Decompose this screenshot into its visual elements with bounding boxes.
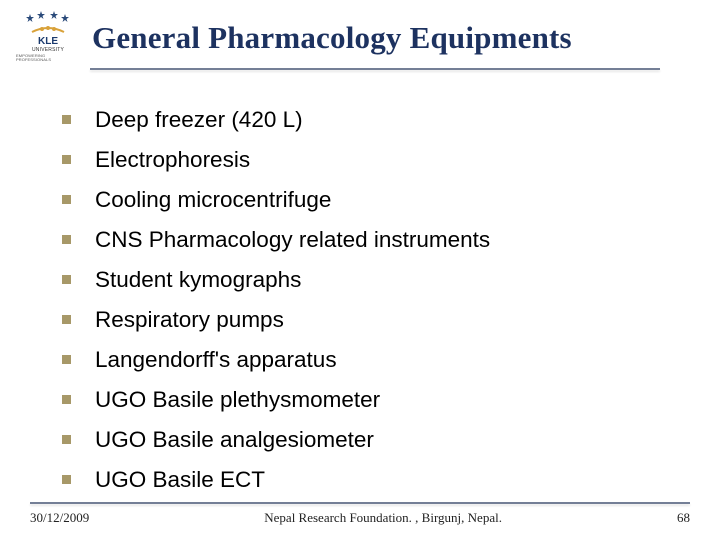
header: KLE UNIVERSITY EMPOWERING PROFESSIONALS … <box>0 0 720 68</box>
logo-stars-icon <box>24 10 72 36</box>
bullet-icon <box>62 475 71 484</box>
footer-divider <box>30 502 690 504</box>
bullet-icon <box>62 195 71 204</box>
footer-page: 68 <box>677 510 690 526</box>
list-item-text: Cooling microcentrifuge <box>95 184 331 216</box>
list-item: UGO Basile ECT <box>62 464 720 496</box>
list-item-text: UGO Basile ECT <box>95 464 265 496</box>
kle-logo: KLE UNIVERSITY EMPOWERING PROFESSIONALS <box>16 10 80 68</box>
bullet-list: Deep freezer (420 L) Electrophoresis Cooli… <box>0 70 720 496</box>
list-item: Electrophoresis <box>62 144 720 176</box>
bullet-icon <box>62 355 71 364</box>
bullet-icon <box>62 435 71 444</box>
bullet-icon <box>62 235 71 244</box>
list-item: Langendorff's apparatus <box>62 344 720 376</box>
list-item: Respiratory pumps <box>62 304 720 336</box>
list-item-text: Respiratory pumps <box>95 304 284 336</box>
list-item-text: UGO Basile plethysmometer <box>95 384 380 416</box>
footer-center: Nepal Research Foundation. , Birgunj, Ne… <box>89 510 677 526</box>
slide-title: General Pharmacology Equipments <box>88 10 704 56</box>
list-item: Deep freezer (420 L) <box>62 104 720 136</box>
logo-tagline: EMPOWERING PROFESSIONALS <box>16 54 80 62</box>
list-item-text: Deep freezer (420 L) <box>95 104 303 136</box>
list-item-text: UGO Basile analgesiometer <box>95 424 374 456</box>
list-item-text: Electrophoresis <box>95 144 250 176</box>
list-item-text: Langendorff's apparatus <box>95 344 337 376</box>
list-item-text: CNS Pharmacology related instruments <box>95 224 490 256</box>
list-item: UGO Basile analgesiometer <box>62 424 720 456</box>
bullet-icon <box>62 275 71 284</box>
list-item-text: Student kymographs <box>95 264 301 296</box>
list-item: Cooling microcentrifuge <box>62 184 720 216</box>
logo-name: KLE <box>38 37 58 47</box>
bullet-icon <box>62 115 71 124</box>
footer-date: 30/12/2009 <box>30 510 89 526</box>
title-divider <box>90 68 660 70</box>
bullet-icon <box>62 155 71 164</box>
list-item: CNS Pharmacology related instruments <box>62 224 720 256</box>
list-item: UGO Basile plethysmometer <box>62 384 720 416</box>
bullet-icon <box>62 395 71 404</box>
list-item: Student kymographs <box>62 264 720 296</box>
bullet-icon <box>62 315 71 324</box>
footer: 30/12/2009 Nepal Research Foundation. , … <box>0 502 720 526</box>
